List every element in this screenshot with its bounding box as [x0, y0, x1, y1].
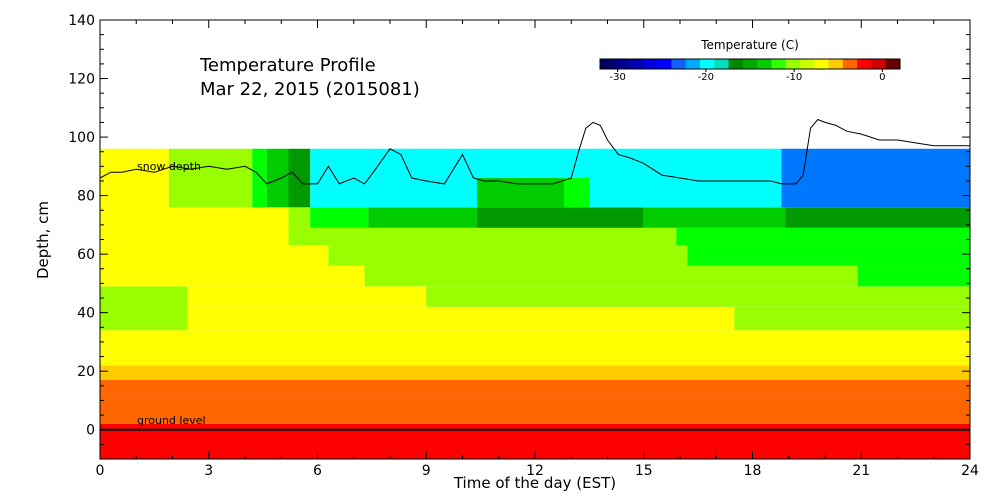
heatmap-cell — [168, 148, 253, 208]
colorbar-tick-label: -30 — [609, 72, 625, 83]
colorbar-swatch — [685, 59, 701, 69]
colorbar-swatch — [871, 59, 887, 69]
colorbar-swatch — [642, 59, 658, 69]
chart-title: Temperature Profile — [199, 55, 376, 76]
heatmap-cell — [100, 148, 169, 208]
y-tick-label: 0 — [86, 423, 95, 439]
heatmap-cell — [100, 265, 365, 287]
heatmap-cell — [310, 207, 369, 228]
heatmap-cell — [564, 178, 590, 208]
colorbar-swatch — [785, 59, 801, 69]
colorbar-swatch — [885, 59, 901, 69]
chart-subtitle: Mar 22, 2015 (2015081) — [200, 79, 420, 100]
heatmap-cell — [288, 207, 311, 228]
heatmap-cell — [187, 306, 735, 331]
colorbar-swatch — [628, 59, 644, 69]
colorbar-swatch — [600, 59, 615, 69]
snow-depth-label: snow depth — [137, 160, 201, 173]
colorbar-swatch — [771, 59, 787, 69]
x-tick-label: 21 — [852, 463, 870, 479]
heatmap-cell — [100, 227, 289, 246]
heatmap-cell — [477, 178, 564, 208]
x-axis-title: Time of the day (EST) — [453, 474, 616, 492]
colorbar-swatch — [614, 59, 630, 69]
heatmap-cell — [477, 207, 644, 228]
heatmap-cell — [857, 265, 970, 287]
colorbar-swatch — [842, 59, 858, 69]
heatmap-cell — [328, 245, 688, 266]
colorbar-swatch — [657, 59, 672, 69]
colorbar-swatch — [671, 59, 687, 69]
heatmap-cell — [687, 245, 970, 266]
colorbar-title: Temperature (C) — [700, 38, 799, 52]
heatmap-cell — [785, 207, 970, 228]
x-tick-label: 9 — [422, 463, 431, 479]
colorbar-swatch — [714, 59, 730, 69]
x-tick-label: 0 — [96, 463, 105, 479]
y-tick-label: 60 — [77, 247, 95, 263]
heatmap-cell — [364, 265, 858, 287]
heatmap-cell — [100, 365, 970, 380]
colorbar-tick-label: 0 — [879, 72, 885, 83]
heatmap-cell — [100, 330, 970, 366]
x-tick-label: 15 — [635, 463, 653, 479]
colorbar-tick-label: -20 — [698, 72, 714, 83]
heatmap-cell — [100, 245, 329, 266]
y-tick-label: 120 — [68, 72, 95, 88]
x-tick-label: 18 — [744, 463, 762, 479]
heatmap-cell — [643, 207, 786, 228]
heatmap-cell — [781, 148, 970, 208]
heatmap-cell — [100, 207, 289, 228]
y-axis-title: Depth, cm — [34, 201, 52, 279]
snow-depth-line — [99, 118, 970, 185]
y-tick-label: 140 — [68, 13, 95, 29]
heatmap-cell — [368, 207, 477, 228]
snow-depth-series — [99, 118, 970, 185]
colorbar-swatch — [742, 59, 758, 69]
heatmap-cell — [187, 286, 427, 307]
colorbar-swatch — [757, 59, 772, 69]
colorbar: -30 -20 -10 0 — [599, 58, 901, 83]
heatmap-cell — [288, 227, 677, 246]
colorbar-frame — [599, 58, 901, 70]
y-tick-label: 20 — [77, 364, 95, 380]
y-axis-ticks: 0 20 40 60 80 100 120 140 — [68, 13, 970, 460]
colorbar-swatch — [828, 59, 844, 69]
x-tick-label: 3 — [204, 463, 213, 479]
y-tick-label: 40 — [77, 306, 95, 322]
heatmap-cell — [100, 394, 970, 424]
heatmap-cells — [100, 148, 970, 459]
colorbar-swatch — [857, 59, 872, 69]
heatmap-cell — [100, 379, 970, 395]
colorbar-tick-label: -10 — [786, 72, 802, 83]
x-tick-label: 24 — [961, 463, 979, 479]
heatmap-cell — [266, 148, 289, 208]
x-tick-label: 6 — [313, 463, 322, 479]
colorbar-swatch — [700, 59, 715, 69]
x-tick-label: 12 — [526, 463, 544, 479]
x-axis-ticks: 0 3 6 9 12 15 18 21 24 — [96, 20, 979, 479]
colorbar-swatch — [800, 59, 815, 69]
y-tick-label: 80 — [77, 189, 95, 205]
y-tick-label: 100 — [68, 130, 95, 146]
heatmap-cell — [252, 148, 267, 208]
colorbar-swatch — [814, 59, 830, 69]
heatmap-cell — [426, 286, 970, 307]
heatmap-cell — [676, 227, 970, 246]
ground-level-label: ground level — [137, 414, 206, 427]
heatmap-cell — [288, 148, 311, 208]
heatmap-cell — [100, 286, 187, 331]
heatmap-cell — [734, 306, 970, 331]
colorbar-swatch — [728, 59, 744, 69]
